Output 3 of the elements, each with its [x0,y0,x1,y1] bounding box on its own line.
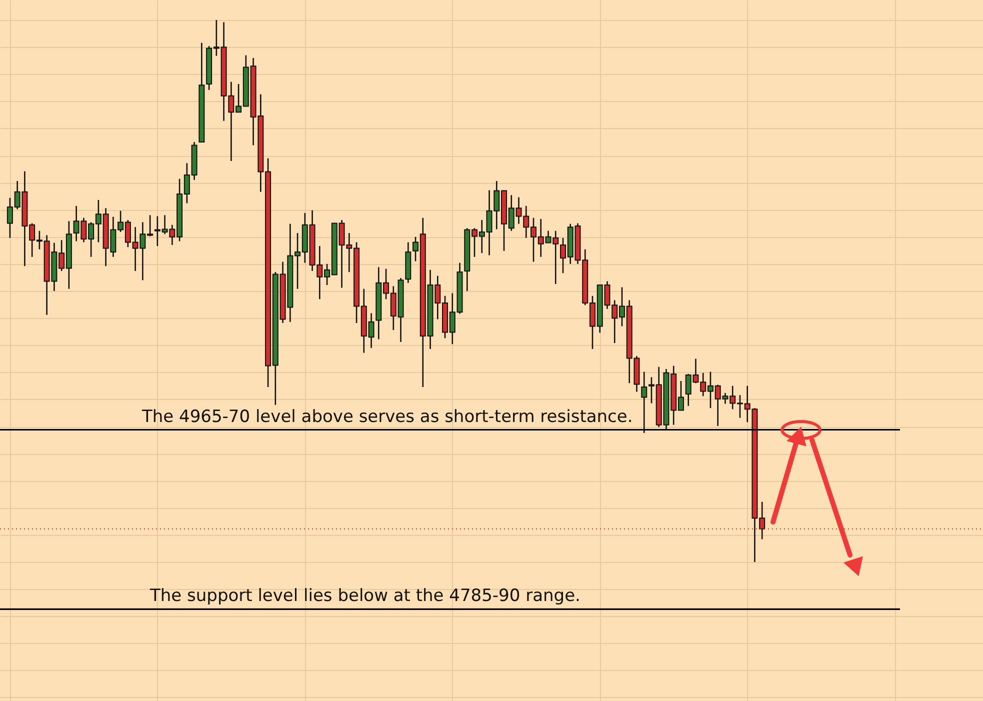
ref-line-label: The 4965-70 level above serves as short-term resistance. [141,406,633,427]
candlestick [641,371,648,434]
ref-line-label: The support level lies below at the 4785-90 range. [149,586,580,606]
